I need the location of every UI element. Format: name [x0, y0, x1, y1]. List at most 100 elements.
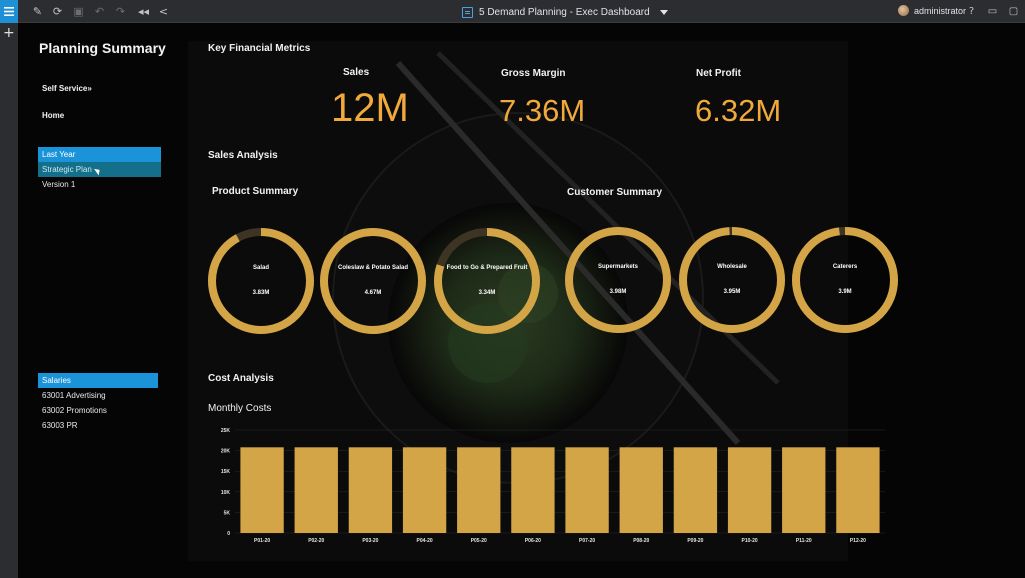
list-item-promotions[interactable]: 63002 Promotions — [42, 406, 107, 415]
donut-value: 3.83M — [252, 290, 270, 296]
donut-label: Food to Go & Prepared Fruit — [446, 265, 528, 271]
edit-icon[interactable]: ✎ — [32, 5, 43, 18]
x-tick-label: P05-20 — [471, 538, 487, 544]
rewind-icon[interactable]: ◂◂ — [137, 5, 150, 18]
x-tick-label: P12-20 — [850, 538, 866, 544]
y-tick-label: 10K — [221, 490, 231, 496]
list-item-salaries[interactable]: Salaries — [38, 373, 158, 388]
x-tick-label: P08-20 — [633, 538, 649, 544]
chart-title: Monthly Costs — [208, 403, 272, 414]
customer-donut-chart[interactable]: Supermarkets 3.98M — [563, 225, 673, 335]
list-item-strategic-plan[interactable]: Strategic Plan — [38, 162, 161, 177]
bar-p02-20[interactable] — [294, 447, 338, 533]
add-icon[interactable]: + — [3, 25, 15, 41]
dashboard-canvas: Planning Summary Self Service» Home Last… — [18, 23, 1025, 578]
donut-value: 3.9M — [838, 289, 852, 295]
save-icon[interactable]: ▣ — [73, 5, 84, 18]
refresh-icon[interactable]: ⟳ — [52, 5, 63, 18]
customer-donut-chart[interactable]: Caterers 3.9M — [790, 225, 900, 335]
avatar — [898, 5, 909, 16]
y-tick-label: 0 — [227, 531, 230, 537]
donut-ring — [679, 227, 785, 333]
x-tick-label: P04-20 — [417, 538, 433, 544]
bar-p01-20[interactable] — [240, 447, 284, 533]
net-profit-value: 6.32M — [695, 93, 782, 128]
x-tick-label: P01-20 — [254, 538, 270, 544]
sales-analysis-title: Sales Analysis — [208, 150, 278, 161]
donut-label: Supermarkets — [597, 264, 639, 270]
donut-arc — [565, 227, 671, 333]
inbox-icon[interactable]: ▭ — [987, 6, 998, 17]
customer-donut-chart[interactable]: Wholesale 3.95M — [677, 225, 787, 335]
bar-p11-20[interactable] — [782, 447, 826, 533]
bar-p04-20[interactable] — [402, 447, 447, 533]
home-link[interactable]: Home — [42, 111, 65, 120]
donut-ring — [320, 228, 426, 334]
customer-summary-title: Customer Summary — [567, 187, 663, 198]
cost-analysis-title: Cost Analysis — [208, 373, 274, 384]
x-tick-label: P06-20 — [525, 538, 541, 544]
scenario-list: Last Year Strategic Plan Version 1 — [38, 147, 161, 192]
left-rail: + — [0, 23, 18, 578]
bar-p06-20[interactable] — [511, 447, 555, 533]
donut-ring — [434, 228, 540, 334]
bar-p08-20[interactable] — [619, 447, 663, 533]
x-tick-label: P03-20 — [362, 538, 378, 544]
user-name: administrator — [914, 5, 967, 16]
gross-margin-label: Gross Margin — [501, 68, 566, 79]
bar-p10-20[interactable] — [727, 447, 772, 533]
chevron-down-icon — [659, 9, 668, 15]
undo-icon[interactable]: ↶ — [94, 5, 105, 18]
donut-value: 4.67M — [364, 290, 382, 296]
donut-ring — [565, 227, 671, 333]
bar-p09-20[interactable] — [673, 447, 718, 533]
donut-arc — [792, 227, 898, 333]
list-item-advertising[interactable]: 63001 Advertising — [42, 391, 106, 400]
product-donut-chart[interactable]: Food to Go & Prepared Fruit 3.34M — [432, 226, 542, 336]
page-title: Planning Summary — [39, 40, 166, 56]
x-tick-label: P09-20 — [687, 538, 703, 544]
list-item-last-year[interactable]: Last Year — [38, 147, 161, 162]
product-donut-chart[interactable]: Salad 3.83M — [206, 226, 316, 336]
sales-value: 12M — [331, 86, 409, 130]
net-profit-label: Net Profit — [696, 68, 741, 79]
donut-arc — [208, 228, 314, 334]
document-title-dropdown[interactable]: 5 Demand Planning - Exec Dashboard — [462, 4, 668, 20]
chat-icon[interactable]: ▢ — [1008, 6, 1019, 17]
document-title: 5 Demand Planning - Exec Dashboard — [479, 6, 650, 18]
list-item-version-1[interactable]: Version 1 — [42, 180, 76, 189]
share-icon[interactable]: < — [158, 5, 169, 18]
x-tick-label: P02-20 — [308, 538, 324, 544]
user-menu[interactable]: administrator — [898, 5, 966, 16]
y-tick-label: 5K — [224, 510, 231, 516]
bar-p03-20[interactable] — [348, 447, 393, 533]
hamburger-icon — [4, 7, 14, 16]
redo-icon[interactable]: ↷ — [115, 5, 126, 18]
product-donut-chart[interactable]: Coleslaw & Potato Salad 4.67M — [318, 226, 428, 336]
donut-value: 3.98M — [609, 289, 627, 295]
donut-arc — [320, 228, 426, 334]
help-icon[interactable]: ? — [968, 6, 975, 17]
dashboard-icon — [462, 6, 473, 18]
hamburger-menu-button[interactable] — [0, 0, 18, 23]
donut-value: 3.95M — [723, 289, 741, 295]
x-tick-label: P10-20 — [742, 538, 758, 544]
donut-label: Coleslaw & Potato Salad — [337, 265, 409, 271]
self-service-link[interactable]: Self Service» — [42, 84, 92, 93]
bar-p12-20[interactable] — [836, 447, 880, 533]
account-list: Salaries 63001 Advertising 63002 Promoti… — [38, 373, 158, 433]
bar-p05-20[interactable] — [457, 447, 501, 533]
y-tick-label: 15K — [221, 469, 231, 475]
product-summary-title: Product Summary — [212, 186, 299, 197]
sales-label: Sales — [343, 67, 370, 78]
x-tick-label: P07-20 — [579, 538, 595, 544]
donut-ring — [792, 227, 898, 333]
donut-arc — [434, 228, 540, 334]
key-metrics-title: Key Financial Metrics — [208, 43, 311, 54]
list-item-pr[interactable]: 63003 PR — [42, 421, 78, 430]
monthly-costs-chart: 0 5K 10K 15K 20K 25K P01-20 P02-20 P03-20 P04-20 P… — [221, 428, 885, 544]
top-toolbar: ✎ ⟳ ▣ ↶ ↷ ◂◂ < 5 Demand Planning - Exec … — [0, 0, 1025, 23]
gross-margin-value: 7.36M — [499, 93, 586, 128]
bar-p07-20[interactable] — [565, 447, 609, 533]
donut-label: Wholesale — [717, 264, 747, 270]
